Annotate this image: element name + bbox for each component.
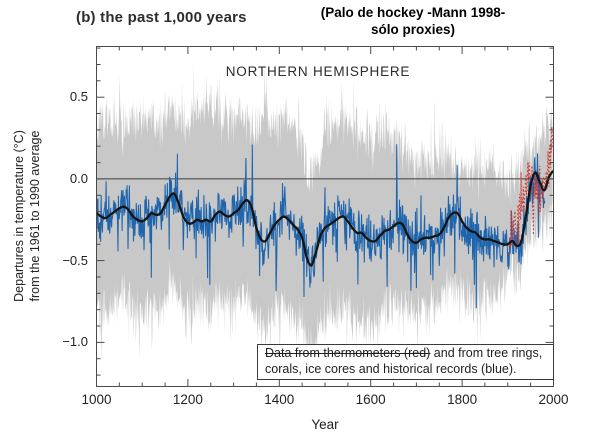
x-tick-label: 1200 xyxy=(172,392,203,407)
y-tick-label: −1.0 xyxy=(62,334,88,350)
x-tick-label: 2000 xyxy=(538,392,569,407)
chart-inner-title: NORTHERN HEMISPHERE xyxy=(225,64,411,79)
x-tick-label: 1400 xyxy=(264,392,295,407)
legend-text: and from tree rings, corals, ice cores a… xyxy=(265,346,543,376)
y-axis-label: Departures in temperature (°C) from the … xyxy=(12,130,42,302)
instrumental-series-red xyxy=(508,126,554,255)
axis-ticks xyxy=(96,46,554,387)
y-tick-label: 0.5 xyxy=(69,89,88,105)
y-tick-label: −0.5 xyxy=(62,252,88,268)
x-tick-label: 1800 xyxy=(447,392,478,407)
legend-struck-text: Data from thermometers (red) xyxy=(265,346,431,360)
overlay-annotation: (Palo de hockey -Mann 1998- sólo proxies… xyxy=(320,5,506,37)
y-tick-label: 0.0 xyxy=(69,170,88,186)
x-tick-label: 1000 xyxy=(81,392,112,407)
figure-title: (b) the past 1,000 years xyxy=(76,9,247,26)
x-tick-label: 1600 xyxy=(355,392,386,407)
x-axis-label: Year xyxy=(311,417,339,432)
smoothed-series-black xyxy=(96,170,554,267)
legend-box: Data from thermometers (red) and from tr… xyxy=(257,344,554,380)
